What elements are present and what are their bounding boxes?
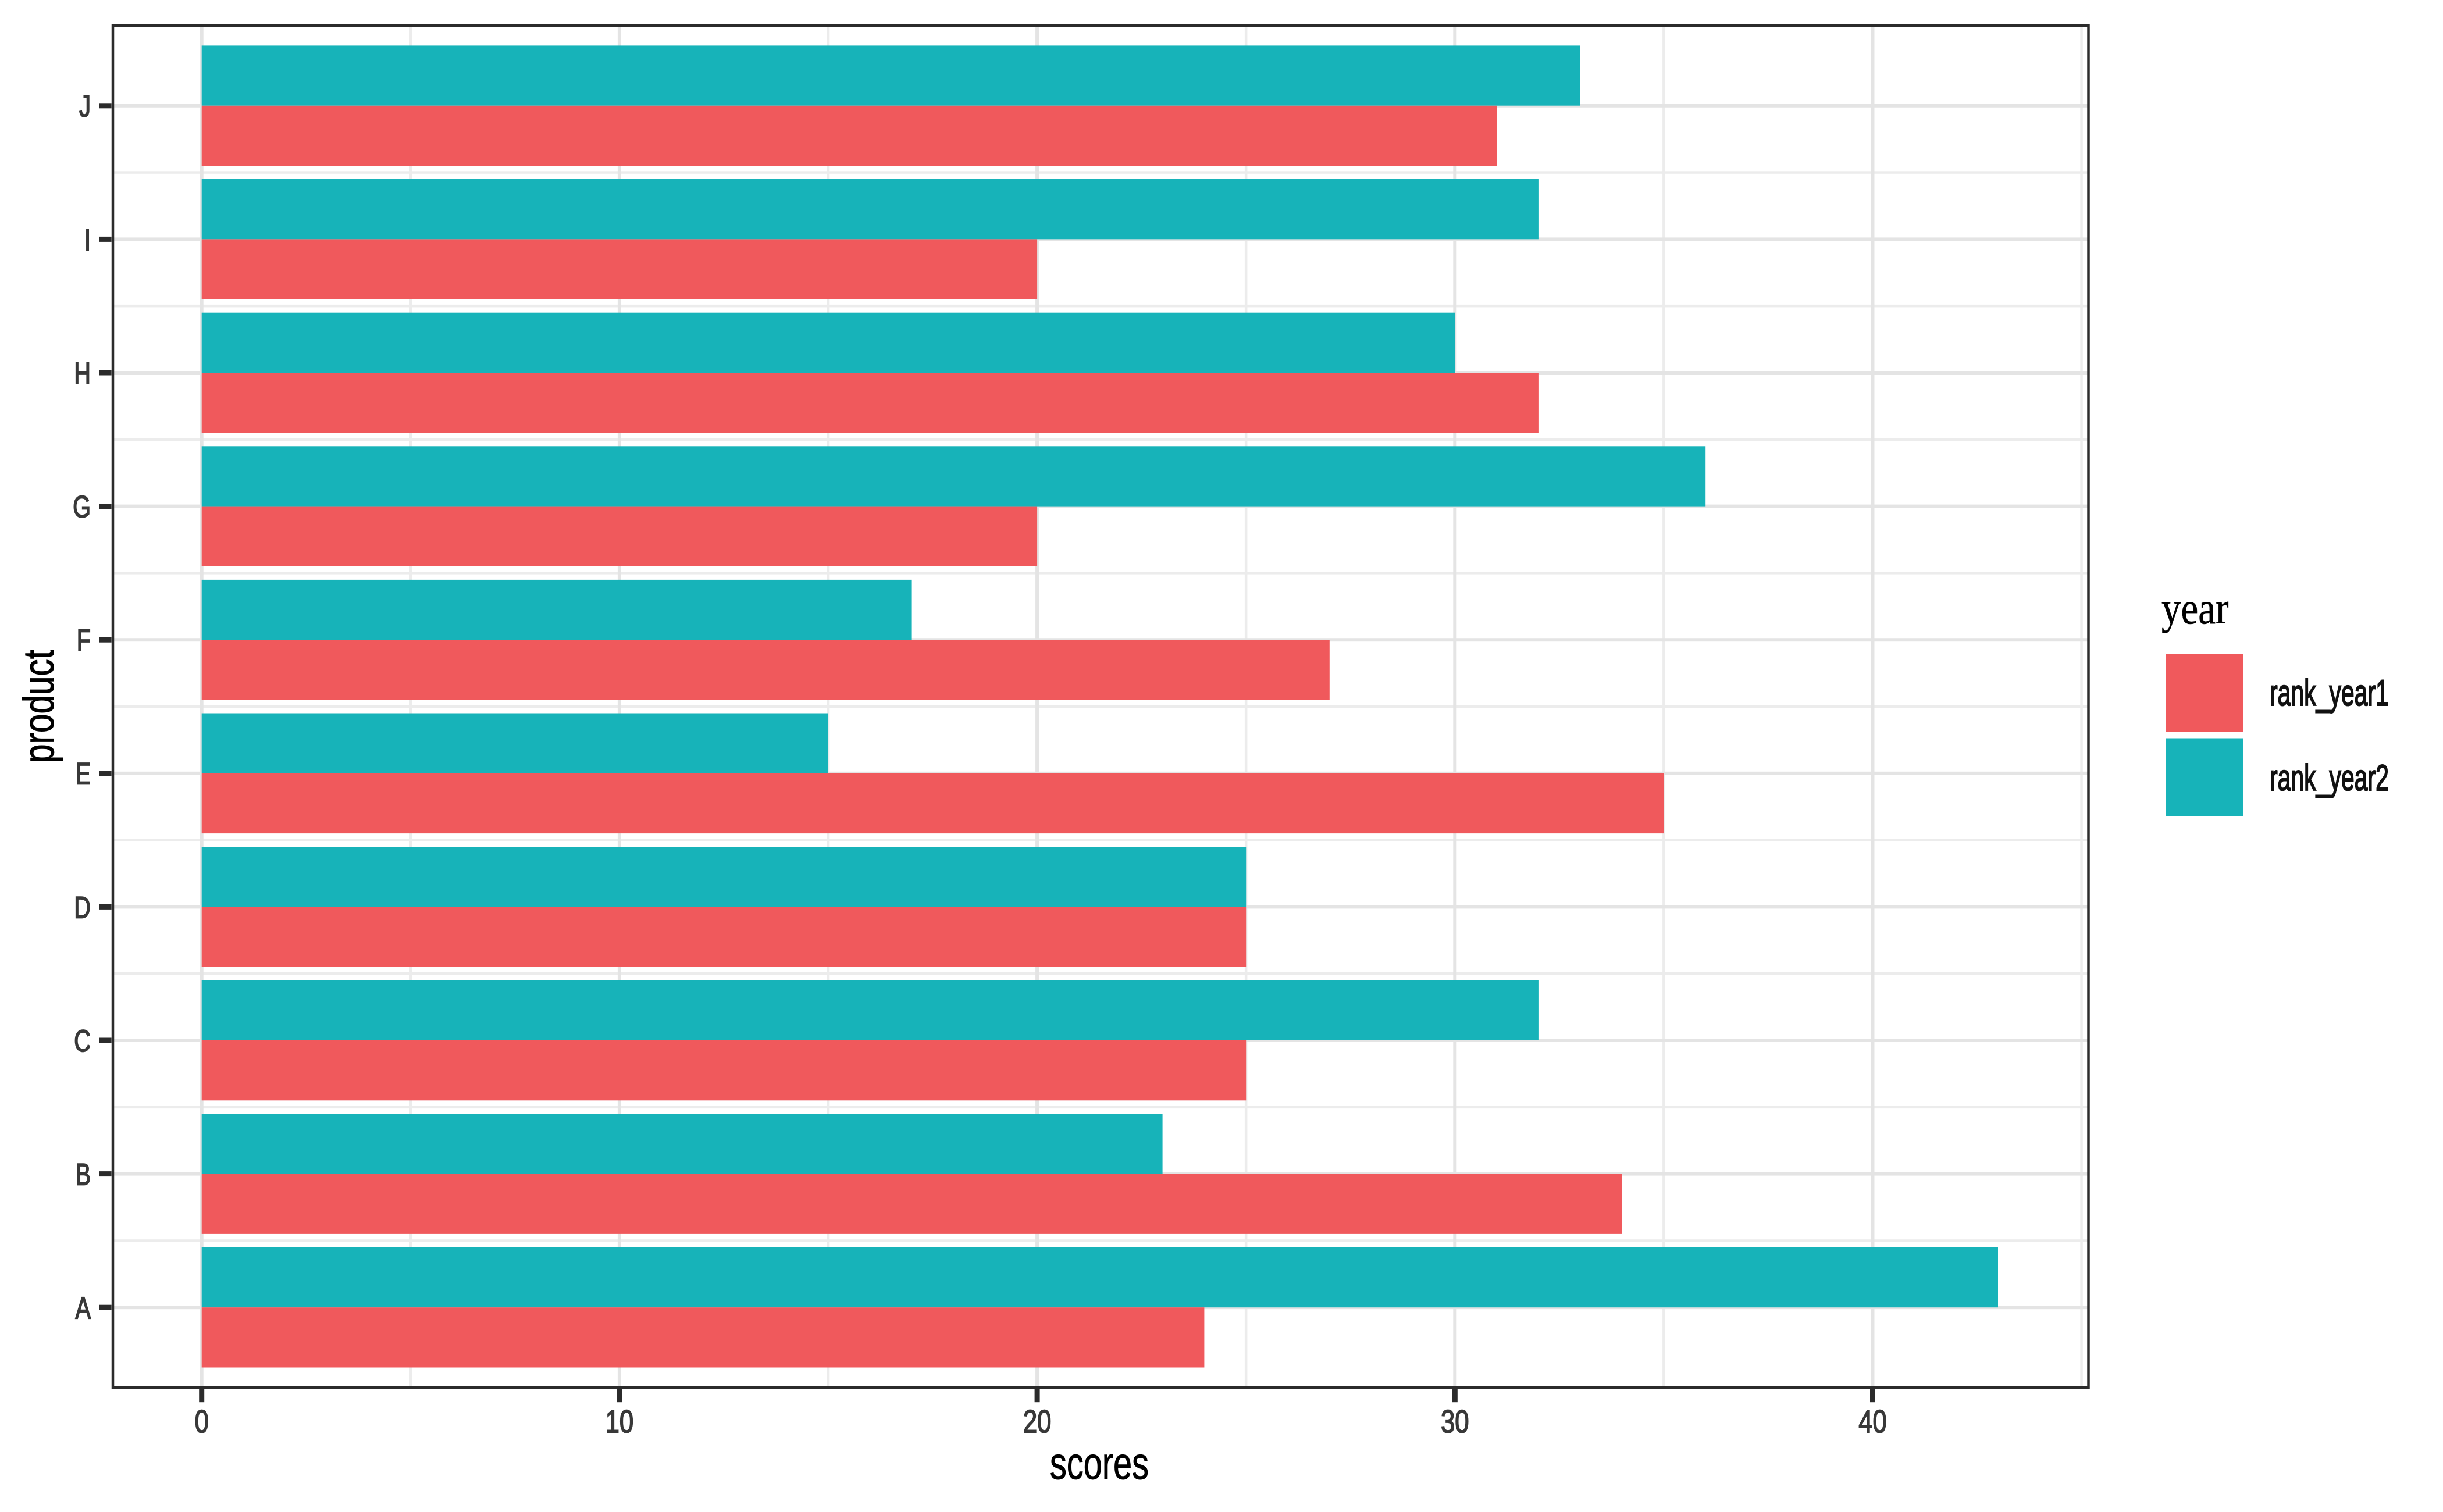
- svg-text:D: D: [74, 890, 91, 925]
- svg-text:A: A: [75, 1291, 91, 1325]
- svg-text:F: F: [77, 623, 91, 658]
- svg-text:E: E: [75, 757, 91, 791]
- svg-text:B: B: [75, 1157, 91, 1192]
- svg-text:product: product: [16, 650, 63, 763]
- svg-text:H: H: [74, 356, 91, 390]
- svg-text:rank_year1: rank_year1: [2270, 673, 2389, 714]
- svg-text:C: C: [74, 1024, 91, 1058]
- svg-text:year: year: [2161, 583, 2228, 633]
- svg-text:0: 0: [195, 1403, 209, 1439]
- svg-text:30: 30: [1441, 1403, 1469, 1439]
- svg-text:I: I: [84, 223, 91, 257]
- svg-text:G: G: [73, 490, 91, 524]
- svg-text:scores: scores: [1050, 1438, 1149, 1489]
- svg-text:20: 20: [1023, 1403, 1052, 1439]
- svg-text:40: 40: [1858, 1403, 1887, 1439]
- svg-text:J: J: [79, 89, 91, 123]
- svg-text:rank_year2: rank_year2: [2270, 758, 2389, 798]
- svg-text:10: 10: [606, 1403, 634, 1439]
